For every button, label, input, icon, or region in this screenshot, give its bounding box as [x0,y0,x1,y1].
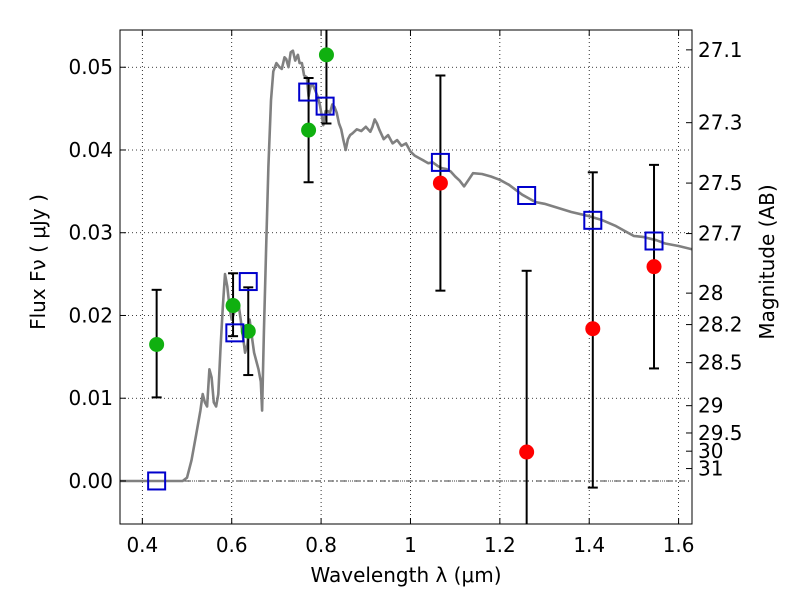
magnitude-tick-label: 27.5 [698,171,743,195]
green-data-point [240,323,256,339]
model-photometry-square [644,231,664,251]
x-axis-label: Wavelength λ (μm) [310,563,501,587]
y-tick-label: 0.05 [68,55,113,79]
green-data-point [318,47,334,63]
x-tick-label: 0.8 [305,533,337,557]
red-data-point [646,259,662,275]
magnitude-tick-label: 28 [698,281,723,305]
red-data-point [519,444,535,460]
model-photometry-square [238,272,258,292]
magnitude-tick-label: 28.5 [698,351,743,375]
model-photometry-square [225,323,245,343]
green-data-point [149,336,165,352]
y-tick-label: 0.01 [68,386,113,410]
magnitude-tick-label: 27.1 [698,38,743,62]
x-tick-label: 1.4 [573,533,605,557]
model-photometry-square [583,210,603,230]
x-tick-label: 1.2 [484,533,516,557]
ticks: 0.4 0.6 0.8 1 1.2 1.4 1.6 0.00 0.01 0.02 0.03 0.04 0… [68,30,743,557]
magnitude-tick-label: 28.2 [698,313,743,337]
magnitude-tick-label: 29 [698,394,723,418]
y-tick-label: 0.04 [68,138,113,162]
right-axis-label: Magnitude (AB) [755,184,779,339]
grid [120,30,692,524]
magnitude-tick-label: 29.5 [698,421,743,445]
magnitude-tick-label: 31 [698,457,723,481]
green-data-point [225,298,241,314]
magnitude-tick-label: 27.3 [698,111,743,135]
x-tick-label: 1 [404,533,417,557]
red-data-point [585,321,601,337]
plot-frame [119,29,693,525]
green-data-point [301,122,317,138]
y-tick-label: 0.02 [68,303,113,327]
model-photometry-square [298,82,318,102]
model-photometry-square [430,152,450,172]
magnitude-tick-label: 30 [698,439,723,463]
y-tick-label: 0.00 [68,469,113,493]
x-tick-label: 0.6 [216,533,248,557]
x-tick-label: 0.4 [126,533,158,557]
x-tick-label: 1.6 [663,533,695,557]
model-photometry-square [517,185,537,205]
model-photometry-square [147,471,167,491]
red-data-point [432,175,448,191]
plot-background [120,30,692,524]
marker-layer [147,47,664,491]
magnitude-tick-label: 27.7 [698,222,743,246]
y-tick-label: 0.03 [68,221,113,245]
model-photometry-square [315,96,335,116]
y-axis-label: Flux Fν ( μJy ) [26,194,50,330]
